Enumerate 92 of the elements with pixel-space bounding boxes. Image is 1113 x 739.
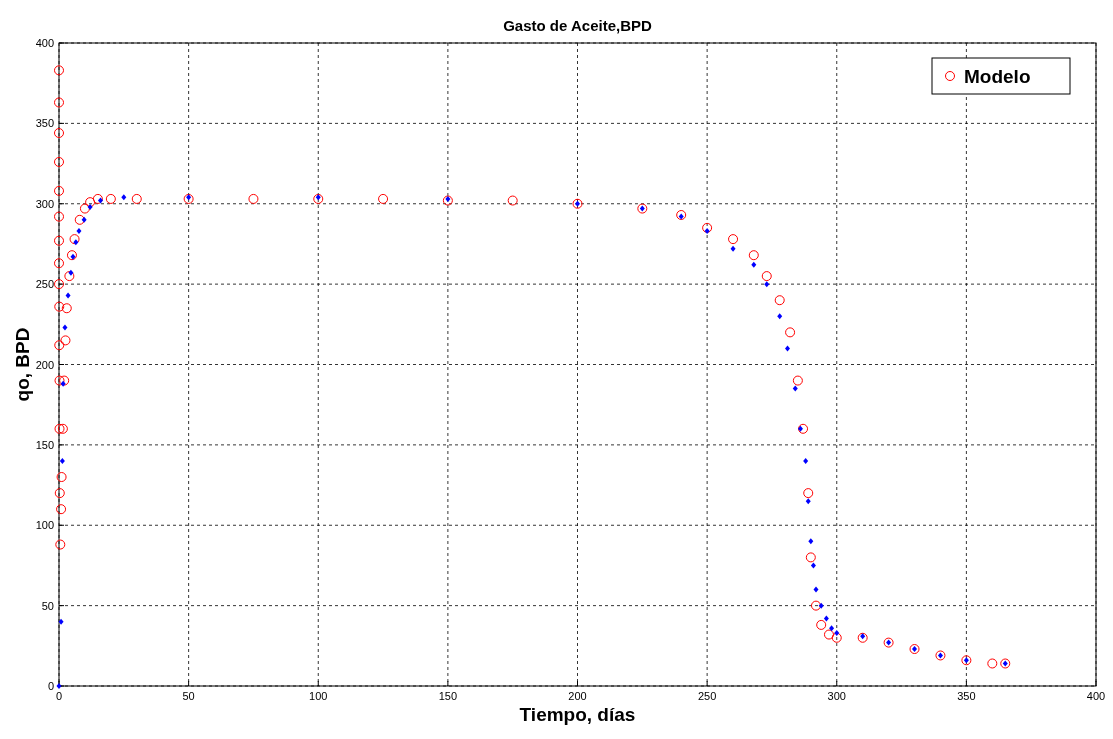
point (808, 538, 814, 545)
x-tick-label: 250 (697, 690, 717, 702)
point (784, 345, 790, 352)
point (73, 239, 79, 246)
point (54, 488, 65, 499)
y-tick-label: 400 (35, 37, 54, 49)
point (774, 295, 785, 306)
point (64, 271, 75, 282)
point (54, 156, 64, 167)
point (792, 375, 803, 386)
x-tick-label: 350 (957, 690, 976, 702)
legend-label: Modelo (964, 66, 1031, 87)
point (85, 197, 96, 208)
point (81, 216, 87, 223)
point (831, 632, 842, 643)
point (59, 375, 70, 386)
y-tick-label: 200 (35, 358, 54, 371)
point (54, 301, 65, 312)
point (54, 235, 64, 246)
point (816, 619, 827, 630)
point (792, 385, 798, 392)
point (92, 193, 103, 204)
point (811, 600, 822, 611)
point (61, 303, 72, 314)
point (507, 195, 518, 206)
y-tick-label: 300 (35, 197, 54, 210)
y-tick-label: 150 (35, 438, 54, 451)
point (54, 279, 64, 290)
point (54, 185, 64, 196)
point (751, 261, 757, 268)
point (60, 380, 66, 387)
x-tick-label: 300 (827, 690, 846, 702)
point (378, 193, 389, 204)
x-tick-label: 200 (568, 690, 587, 702)
point (748, 250, 759, 261)
y-tick-label: 0 (47, 680, 54, 692)
point (803, 457, 809, 464)
point (805, 498, 811, 505)
point (56, 472, 67, 483)
y-axis-title: qo, BPD (12, 327, 33, 402)
point (987, 658, 998, 669)
point (54, 340, 65, 351)
y-tick-label: 50 (41, 599, 54, 612)
x-tick-label: 100 (309, 690, 328, 702)
point (79, 203, 90, 214)
point (813, 586, 819, 593)
point (442, 195, 453, 206)
point (730, 245, 736, 252)
point (823, 629, 834, 640)
point (55, 539, 66, 550)
point (728, 234, 739, 245)
point (58, 618, 64, 625)
point (121, 194, 127, 201)
point (74, 214, 85, 225)
point (66, 250, 77, 261)
point (805, 552, 816, 563)
point (54, 211, 64, 222)
point (62, 324, 68, 331)
point (131, 193, 142, 204)
point (54, 97, 64, 108)
x-tick-label: 0 (55, 690, 63, 702)
y-tick-label: 350 (35, 117, 54, 130)
point (65, 292, 71, 299)
point (777, 313, 783, 320)
point (105, 193, 116, 204)
point (829, 625, 835, 632)
point (59, 457, 65, 464)
x-tick-label: 400 (1086, 690, 1106, 702)
y-tick-label: 100 (35, 519, 54, 532)
point (54, 128, 64, 139)
point (834, 629, 840, 636)
point (56, 504, 67, 515)
point (764, 281, 770, 288)
x-axis-title: Tiempo, días (519, 704, 636, 725)
point (69, 234, 80, 245)
x-tick-label: 50 (182, 690, 195, 702)
point (798, 423, 809, 434)
y-tick-label: 250 (35, 278, 54, 291)
point (60, 335, 71, 346)
point (54, 65, 64, 76)
point (785, 327, 796, 338)
point (797, 425, 803, 432)
chart-title: Gasto de Aceite,BPD (503, 17, 652, 34)
point (70, 253, 76, 260)
point (702, 222, 713, 233)
point (54, 375, 65, 386)
x-tick-label: 150 (438, 690, 458, 702)
point (818, 602, 824, 609)
point (761, 271, 772, 282)
point (803, 488, 814, 499)
point (248, 193, 259, 204)
point (54, 258, 64, 269)
